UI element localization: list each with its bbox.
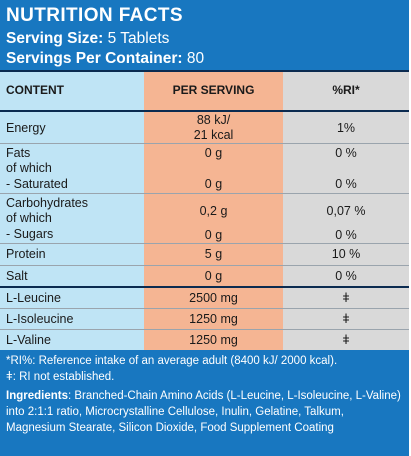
content-column-bg bbox=[0, 72, 144, 350]
row-content: Protein bbox=[6, 247, 46, 261]
row-ri: ǂ bbox=[342, 333, 350, 347]
ingredients-list: : Branched-Chain Amino Acids (L-Leucine,… bbox=[6, 390, 401, 434]
table-row: L-Leucine 2500 mg ǂ bbox=[0, 288, 409, 309]
row-per-serving: 5 g bbox=[204, 247, 223, 261]
nutrition-table: CONTENT PER SERVING %RI* Energy 88 kJ/ 2… bbox=[0, 72, 409, 350]
table-row: Energy 88 kJ/ 21 kcal 1% bbox=[0, 112, 409, 144]
row-per-serving: 1250 mg bbox=[189, 312, 238, 326]
table-row: Carbohydrates of which - Sugars 0,2 g 0 … bbox=[0, 194, 409, 244]
header-divider bbox=[0, 70, 409, 72]
ri-not-established-note: ǂ: RI not established. bbox=[6, 371, 115, 383]
row-ri: ǂ bbox=[342, 291, 350, 305]
column-header-content: CONTENT bbox=[6, 83, 64, 97]
servings-value: 80 bbox=[186, 50, 205, 67]
serving-size-line: Serving Size: 5 Tablets bbox=[6, 30, 169, 48]
row-per-serving: 0,2 g 0 g bbox=[199, 204, 228, 242]
row-ri: 1% bbox=[336, 121, 356, 135]
label-title: NUTRITION FACTS bbox=[6, 5, 183, 26]
per-serving-column-bg bbox=[144, 72, 283, 350]
row-content: Salt bbox=[6, 269, 28, 283]
ingredients-label: Ingredients bbox=[6, 390, 68, 402]
servings-per-container-line: Servings Per Container: 80 bbox=[6, 50, 204, 68]
row-content: Energy bbox=[6, 121, 46, 135]
ri-column-bg bbox=[283, 72, 409, 350]
footnotes: *RI%: Reference intake of an average adu… bbox=[6, 353, 404, 436]
serving-size-label: Serving Size: bbox=[6, 30, 104, 47]
row-per-serving: 0 g 0 g bbox=[204, 146, 223, 191]
row-per-serving: 0 g bbox=[204, 269, 223, 283]
row-ri: 10 % bbox=[331, 247, 361, 261]
row-content: L-Valine bbox=[6, 333, 51, 347]
row-content: L-Isoleucine bbox=[6, 312, 74, 326]
table-row: Fats of which - Saturated 0 g 0 g 0 % 0 … bbox=[0, 144, 409, 194]
table-row: Protein 5 g 10 % bbox=[0, 244, 409, 266]
row-ri: 0 % 0 % bbox=[335, 146, 357, 191]
row-ri: 0 % bbox=[335, 269, 357, 283]
row-per-serving: 1250 mg bbox=[189, 333, 238, 347]
row-content: Carbohydrates of which - Sugars bbox=[6, 196, 88, 241]
table-row: Salt 0 g 0 % bbox=[0, 266, 409, 288]
ri-footnote: *RI%: Reference intake of an average adu… bbox=[6, 355, 338, 367]
row-per-serving: 88 kJ/ 21 kcal bbox=[193, 113, 234, 142]
row-per-serving: 2500 mg bbox=[189, 291, 238, 305]
row-ri: 0,07 % 0 % bbox=[326, 204, 366, 242]
table-row: L-Isoleucine 1250 mg ǂ bbox=[0, 309, 409, 330]
ingredients-text: Ingredients: Branched-Chain Amino Acids … bbox=[6, 388, 404, 436]
servings-label: Servings Per Container: bbox=[6, 50, 183, 67]
row-ri: ǂ bbox=[342, 312, 350, 326]
column-header-ri: %RI* bbox=[332, 83, 360, 97]
table-header-row: CONTENT PER SERVING %RI* bbox=[0, 72, 409, 112]
column-header-per-serving: PER SERVING bbox=[172, 83, 255, 97]
table-row: L-Valine 1250 mg ǂ bbox=[0, 330, 409, 350]
serving-size-value: 5 Tablets bbox=[107, 30, 170, 47]
row-content: L-Leucine bbox=[6, 291, 61, 305]
row-content: Fats of which - Saturated bbox=[6, 146, 68, 191]
